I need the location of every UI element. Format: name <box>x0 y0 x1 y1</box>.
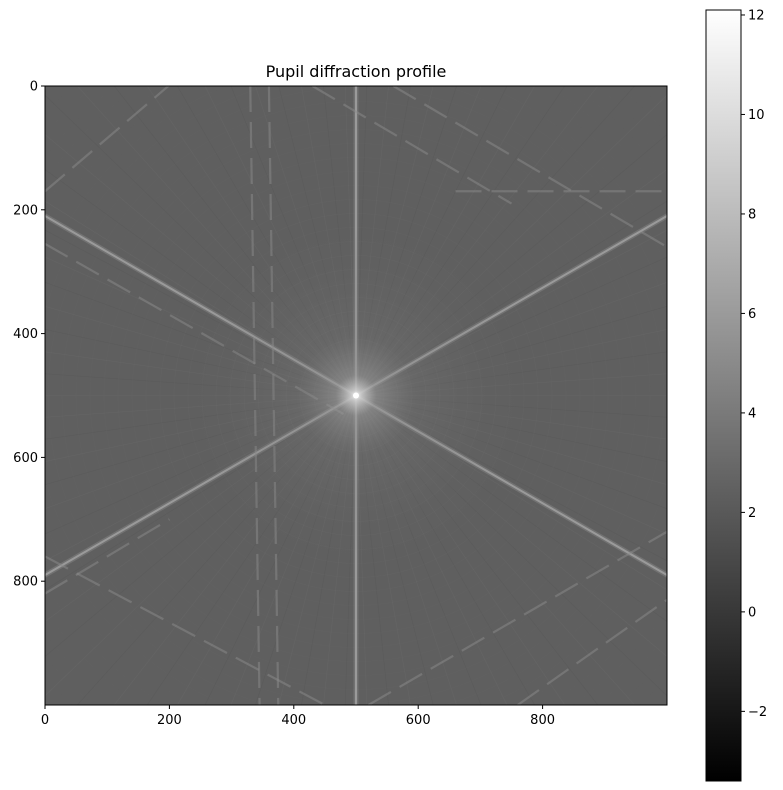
y-axis: 0 200 400 600 800 <box>13 80 45 590</box>
central-peak <box>353 392 359 399</box>
colorbar-tick-label: −2 <box>748 705 767 720</box>
x-tick-label: 400 <box>281 713 306 728</box>
colorbar-tick-label: 0 <box>748 605 756 620</box>
y-tick-label: 400 <box>13 327 38 342</box>
colorbar-tick-label: 12 <box>748 8 765 23</box>
x-tick-label: 200 <box>157 713 182 728</box>
secondary-streak <box>367 530 667 705</box>
x-tick-label: 600 <box>406 713 431 728</box>
colorbar: −2 0 2 4 6 8 10 12 <box>705 8 767 782</box>
secondary-streak <box>45 518 170 595</box>
colorbar-frame <box>705 9 742 782</box>
y-tick-label: 800 <box>13 575 38 590</box>
colorbar-tick-label: 4 <box>748 406 756 421</box>
secondary-streak <box>311 86 513 205</box>
colorbar-tick-label: 10 <box>748 108 765 123</box>
colorbar-tick-label: 2 <box>748 506 756 521</box>
secondary-streak <box>517 598 667 705</box>
y-tick-label: 0 <box>30 80 38 95</box>
colorbar-tick-label: 6 <box>748 307 756 322</box>
secondary-streak <box>45 86 171 193</box>
chart-title: Pupil diffraction profile <box>266 62 447 81</box>
x-axis: 0 200 400 600 800 <box>41 705 555 728</box>
plot-frame <box>44 85 668 706</box>
colorbar-tick-label: 8 <box>748 207 756 222</box>
secondary-streak <box>392 86 667 248</box>
y-tick-label: 600 <box>13 451 38 466</box>
x-tick-label: 800 <box>530 713 555 728</box>
colorbar-ticks: −2 0 2 4 6 8 10 12 <box>741 8 767 720</box>
colorbar-gradient-bar <box>706 10 741 781</box>
y-tick-label: 200 <box>13 203 38 218</box>
secondary-streak <box>45 242 345 416</box>
x-tick-label: 0 <box>41 713 49 728</box>
